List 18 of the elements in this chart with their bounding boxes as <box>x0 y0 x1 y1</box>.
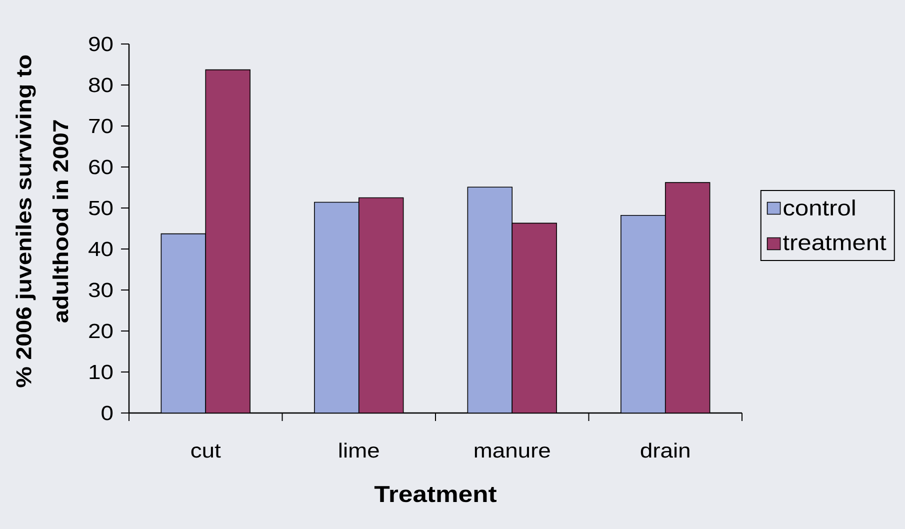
x-tick-label: drain <box>640 442 690 458</box>
x-tick-label: lime <box>339 442 379 458</box>
x-axis-title: Treatment <box>374 486 497 502</box>
y-tick-label: 90 <box>89 36 113 52</box>
y-tick-label: 10 <box>90 364 113 380</box>
legend-label: control <box>784 200 855 216</box>
legend-label: treatment <box>783 236 886 250</box>
y-tick-label: 0 <box>102 406 113 420</box>
x-tick-label: manure <box>474 446 550 458</box>
y-axis-title: % 2006 juveniles surviving to adulthood in 2007 <box>16 55 68 388</box>
x-tick-label: cut <box>191 444 221 458</box>
y-tick-label: 30 <box>88 282 113 298</box>
y-tick-label: 20 <box>89 324 113 338</box>
y-tick-label: 50 <box>88 200 113 216</box>
y-tick-label: 80 <box>89 78 113 92</box>
y-tick-label: 70 <box>89 118 113 134</box>
y-tick-label: 40 <box>88 242 113 256</box>
y-tick-label: 60 <box>89 160 113 174</box>
